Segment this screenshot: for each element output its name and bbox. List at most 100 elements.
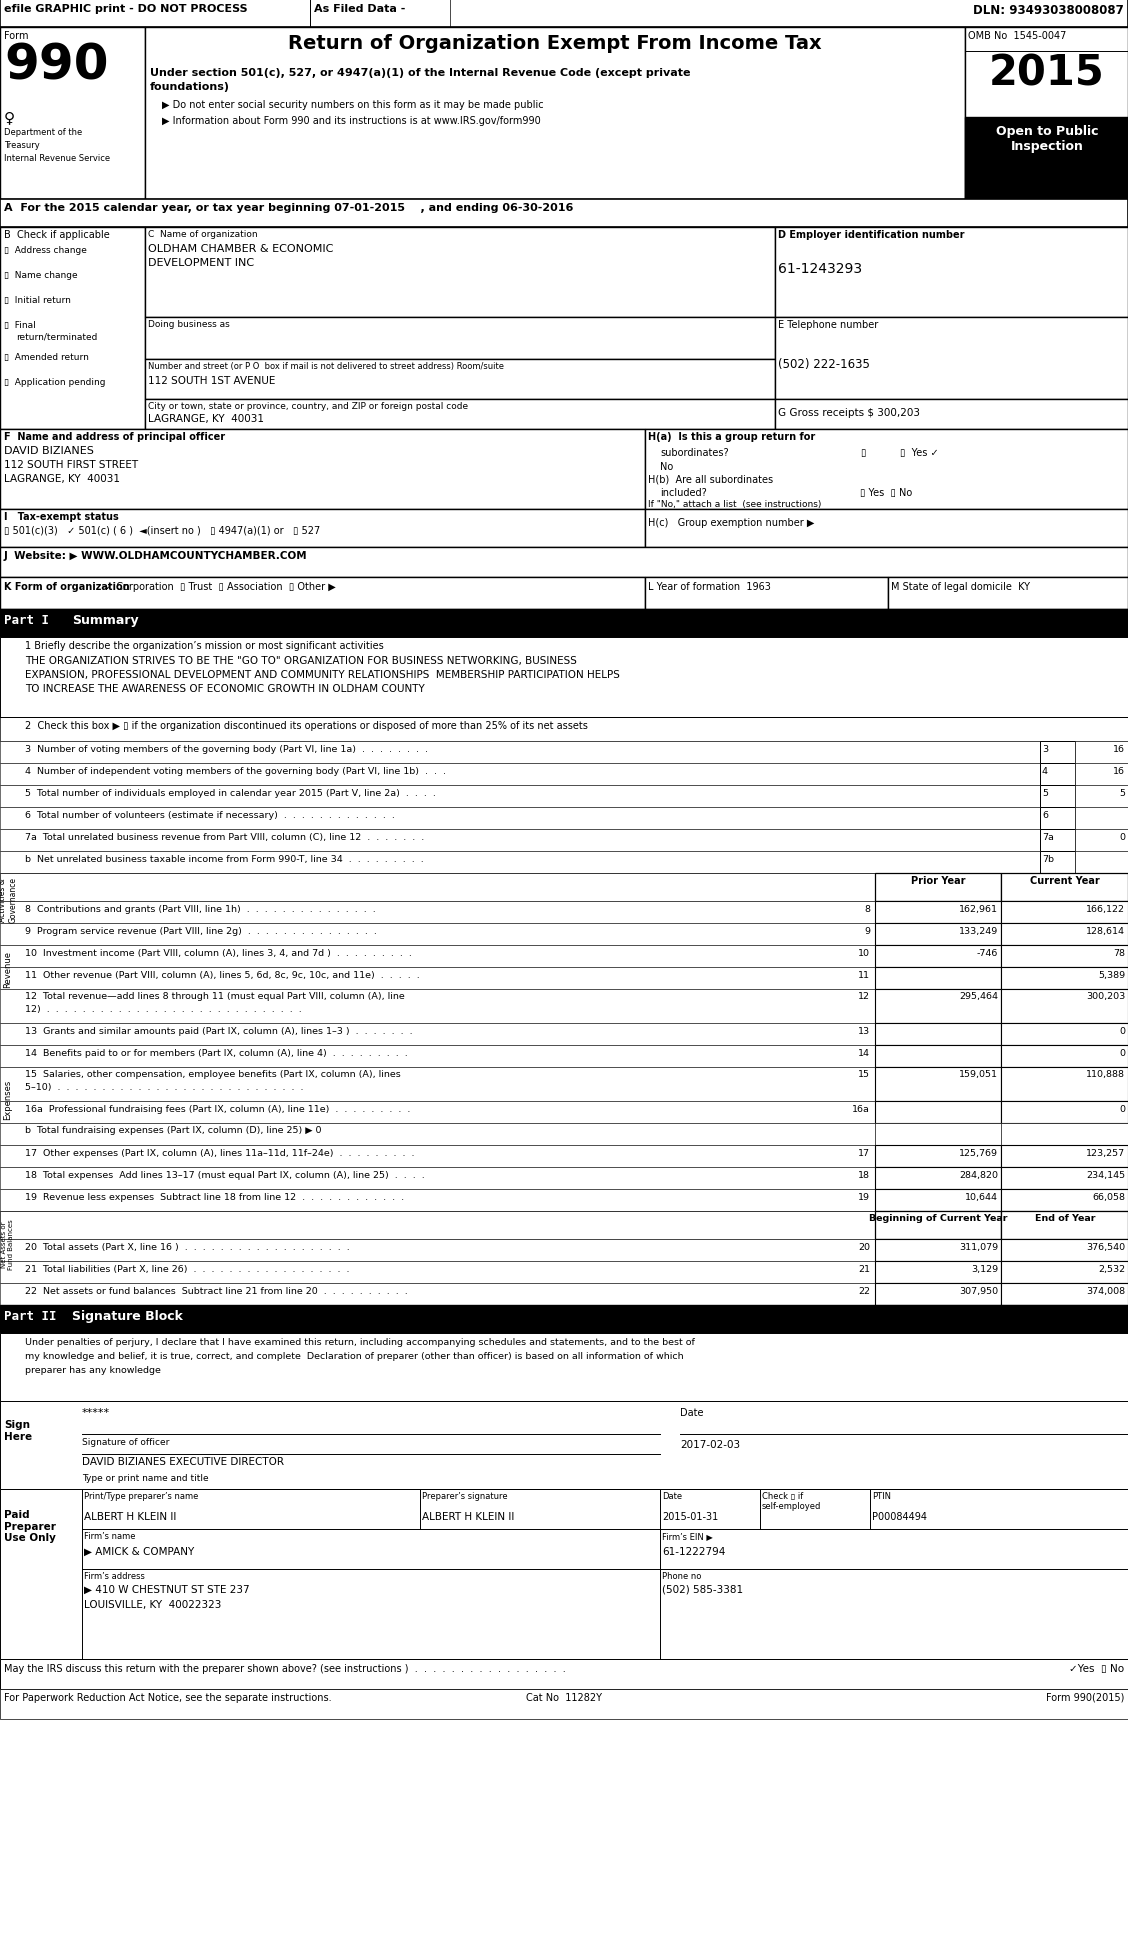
- Text: A  For the 2015 calendar year, or tax year beginning 07-01-2015    , and ending : A For the 2015 calendar year, or tax yea…: [5, 204, 573, 213]
- Text: OMB No  1545-0047: OMB No 1545-0047: [968, 31, 1066, 41]
- Bar: [875, 1024, 1001, 1045]
- Text: OLDHAM CHAMBER & ECONOMIC: OLDHAM CHAMBER & ECONOMIC: [148, 244, 334, 254]
- Bar: [0, 741, 1040, 764]
- Text: 17: 17: [858, 1148, 870, 1158]
- Text: 374,008: 374,008: [1086, 1286, 1125, 1295]
- Text: 22  Net assets or fund balances  Subtract line 21 from line 20  .  .  .  .  .  .: 22 Net assets or fund balances Subtract …: [25, 1286, 407, 1295]
- Text: 0: 0: [1119, 1049, 1125, 1057]
- Text: Firm’s EIN ▶: Firm’s EIN ▶: [662, 1532, 713, 1540]
- Text: foundations): foundations): [150, 81, 230, 91]
- Text: 112 SOUTH 1ST AVENUE: 112 SOUTH 1ST AVENUE: [148, 376, 275, 386]
- Bar: [146, 399, 775, 430]
- Text: 21  Total liabilities (Part X, line 26)  .  .  .  .  .  .  .  .  .  .  .  .  .  : 21 Total liabilities (Part X, line 26) .…: [25, 1264, 350, 1274]
- Bar: [1001, 902, 1128, 923]
- Bar: [1001, 968, 1128, 989]
- Bar: [1001, 1101, 1128, 1123]
- Bar: [1075, 830, 1128, 851]
- Text: my knowledge and belief, it is true, correct, and complete  Declaration of prepa: my knowledge and belief, it is true, cor…: [25, 1351, 684, 1361]
- Bar: [146, 27, 964, 200]
- Text: 376,540: 376,540: [1086, 1243, 1125, 1251]
- Text: Number and street (or P O  box if mail is not delivered to street address) Room/: Number and street (or P O box if mail is…: [148, 363, 504, 370]
- Text: 5–10)  .  .  .  .  .  .  .  .  .  .  .  .  .  .  .  .  .  .  .  .  .  .  .  .  .: 5–10) . . . . . . . . . . . . . . . . . …: [25, 1082, 303, 1092]
- Text: b  Total fundraising expenses (Part IX, column (D), line 25) ▶ 0: b Total fundraising expenses (Part IX, c…: [25, 1125, 321, 1134]
- Text: Print/Type preparer’s name: Print/Type preparer’s name: [83, 1491, 199, 1501]
- Bar: [1040, 807, 1075, 830]
- Bar: [0, 717, 1128, 741]
- Text: DAVID BIZIANES EXECUTIVE DIRECTOR: DAVID BIZIANES EXECUTIVE DIRECTOR: [82, 1456, 284, 1466]
- Text: 16a: 16a: [852, 1105, 870, 1113]
- Text: 3,129: 3,129: [971, 1264, 998, 1274]
- Bar: [775, 399, 1128, 430]
- Bar: [875, 1212, 1001, 1239]
- Bar: [645, 430, 1128, 510]
- Bar: [0, 807, 1040, 830]
- Text: 2,532: 2,532: [1098, 1264, 1125, 1274]
- Text: Expenses: Expenses: [3, 1080, 12, 1119]
- Bar: [0, 638, 1128, 717]
- Text: 10,644: 10,644: [964, 1192, 998, 1202]
- Bar: [0, 510, 645, 547]
- Bar: [775, 229, 1128, 318]
- Bar: [875, 1189, 1001, 1212]
- Bar: [0, 27, 146, 200]
- Text: 16: 16: [1113, 766, 1125, 776]
- Text: Internal Revenue Service: Internal Revenue Service: [5, 153, 111, 163]
- Bar: [0, 874, 875, 902]
- Text: K Form of organization: K Form of organization: [5, 582, 130, 591]
- Bar: [1040, 830, 1075, 851]
- Bar: [775, 318, 1128, 399]
- Bar: [1040, 764, 1075, 785]
- Text: Doing business as: Doing business as: [148, 320, 230, 330]
- Text: 12: 12: [858, 991, 870, 1001]
- Text: 13: 13: [858, 1026, 870, 1035]
- Text: H(b)  Are all subordinates: H(b) Are all subordinates: [647, 473, 773, 483]
- Bar: [0, 200, 1128, 229]
- Text: 7a  Total unrelated business revenue from Part VIII, column (C), line 12  .  .  : 7a Total unrelated business revenue from…: [25, 832, 424, 842]
- Bar: [0, 902, 875, 923]
- Text: F  Name and address of principal officer: F Name and address of principal officer: [5, 432, 226, 442]
- Text: As Filed Data -: As Filed Data -: [314, 4, 405, 14]
- Bar: [875, 968, 1001, 989]
- Bar: [875, 1284, 1001, 1305]
- Text: DEVELOPMENT INC: DEVELOPMENT INC: [148, 258, 254, 268]
- Bar: [0, 785, 1040, 807]
- Text: -746: -746: [977, 948, 998, 958]
- Text: 61-1243293: 61-1243293: [778, 262, 862, 275]
- Text: Check ▯ if
self-employed: Check ▯ if self-employed: [763, 1491, 821, 1510]
- Text: ♀: ♀: [5, 111, 15, 124]
- Bar: [0, 989, 875, 1024]
- Bar: [1001, 1123, 1128, 1146]
- Text: 20: 20: [858, 1243, 870, 1251]
- Text: Part I: Part I: [5, 613, 49, 626]
- Text: ▶ AMICK & COMPANY: ▶ AMICK & COMPANY: [83, 1545, 194, 1557]
- Bar: [875, 1045, 1001, 1068]
- Text: Paid
Preparer
Use Only: Paid Preparer Use Only: [5, 1509, 56, 1542]
- Text: Part II: Part II: [5, 1309, 56, 1322]
- Text: 300,203: 300,203: [1086, 991, 1125, 1001]
- Text: 6  Total number of volunteers (estimate if necessary)  .  .  .  .  .  .  .  .  .: 6 Total number of volunteers (estimate i…: [25, 811, 395, 820]
- Text: Treasury: Treasury: [5, 142, 39, 149]
- Bar: [1001, 1239, 1128, 1262]
- Text: No: No: [660, 461, 673, 471]
- Text: 9: 9: [864, 927, 870, 935]
- Bar: [0, 609, 1128, 638]
- Text: Beginning of Current Year: Beginning of Current Year: [869, 1214, 1007, 1222]
- Text: Sign
Here: Sign Here: [5, 1419, 32, 1441]
- Bar: [1075, 764, 1128, 785]
- Bar: [1075, 785, 1128, 807]
- Bar: [1040, 785, 1075, 807]
- Bar: [1001, 1262, 1128, 1284]
- Text: ▯: ▯: [860, 448, 865, 458]
- Bar: [0, 1101, 875, 1123]
- Bar: [1075, 807, 1128, 830]
- Text: Current Year: Current Year: [1030, 876, 1100, 886]
- Bar: [645, 510, 1128, 547]
- Bar: [875, 923, 1001, 946]
- Text: ✓Yes  ▯ No: ✓Yes ▯ No: [1069, 1664, 1123, 1673]
- Text: LAGRANGE, KY  40031: LAGRANGE, KY 40031: [148, 413, 264, 425]
- Text: 20  Total assets (Part X, line 16 )  .  .  .  .  .  .  .  .  .  .  .  .  .  .  .: 20 Total assets (Part X, line 16 ) . . .…: [25, 1243, 350, 1251]
- Text: 162,961: 162,961: [959, 904, 998, 913]
- Bar: [0, 578, 645, 609]
- Bar: [0, 851, 1040, 874]
- Text: ▯ Yes  ▯ No: ▯ Yes ▯ No: [860, 489, 913, 498]
